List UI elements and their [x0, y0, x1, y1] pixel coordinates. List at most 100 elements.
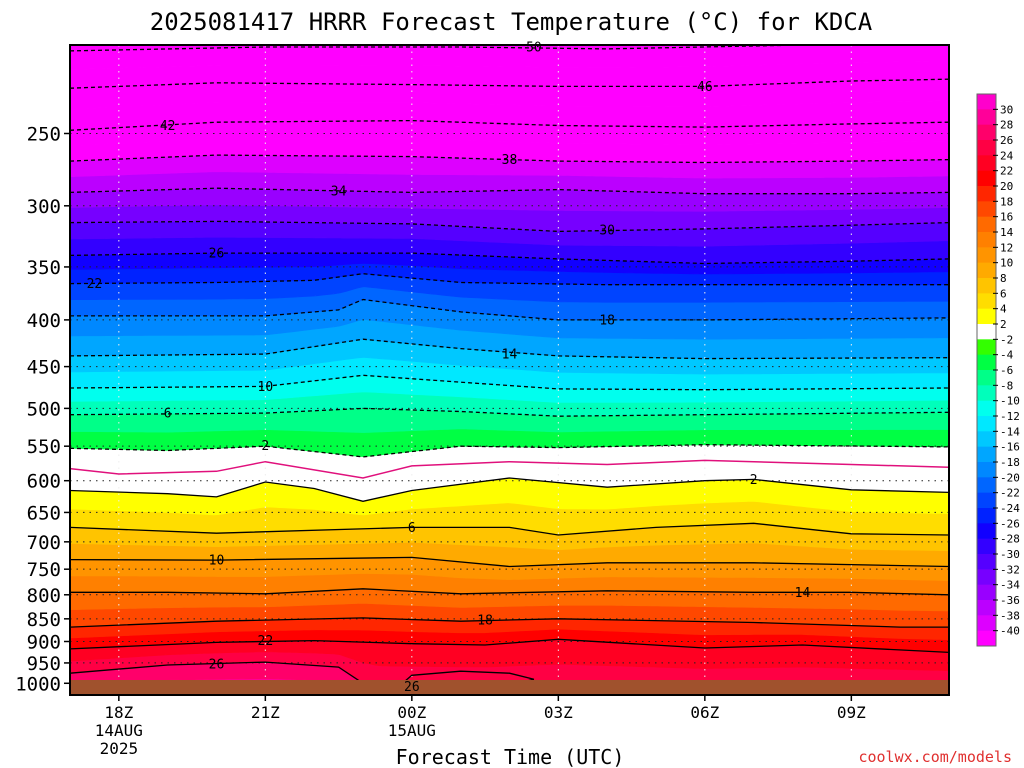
contour-19 [70, 638, 949, 654]
grid-lines [70, 45, 949, 695]
colorbar-swatch-35 [977, 630, 996, 647]
y-tick-label-15: 1000 [15, 673, 61, 695]
colorbar-label-22: -16 [1000, 441, 1020, 454]
contour-label-2: 42 [160, 119, 176, 134]
y-tick-label-13: 900 [27, 631, 61, 653]
colorbar-label-28: -28 [1000, 533, 1020, 546]
colorbar-label-32: -36 [1000, 594, 1020, 607]
y-tick-label-1: 300 [27, 196, 61, 218]
x-tick-label-3-0: 03Z [544, 703, 573, 722]
contour-9 [70, 338, 949, 360]
colorbar-swatch-11 [977, 262, 996, 279]
colorbar-label-15: -2 [1000, 333, 1013, 346]
y-axis-ticks: 2503003504004505005506006507007508008509… [15, 123, 70, 695]
colorbar-swatch-25 [977, 477, 996, 494]
contour-13 [70, 459, 949, 479]
colorbar-swatch-3 [977, 140, 996, 156]
contour-lines [70, 45, 949, 690]
contour-label-18: 18 [477, 613, 493, 628]
contour-label-7: 22 [87, 277, 103, 292]
contour-label-16: 10 [209, 554, 225, 569]
contour-label-0: 50 [526, 40, 542, 55]
y-tick-label-14: 950 [27, 653, 61, 675]
colorbar-label-14: 2 [1000, 318, 1007, 331]
x-tick-label-2-0: 00Z [397, 703, 426, 722]
colorbar-swatch-32 [977, 584, 996, 601]
y-tick-label-8: 650 [27, 502, 61, 524]
contour-18 [70, 617, 949, 628]
x-tick-label-1-0: 21Z [251, 703, 280, 722]
x-tick-label-0-1: 14AUG [95, 721, 143, 740]
colorbar-label-19: -10 [1000, 395, 1020, 408]
colorbar-swatch-28 [977, 523, 996, 540]
y-tick-label-10: 750 [27, 559, 61, 581]
plot-area [70, 45, 949, 695]
contour-17 [70, 588, 949, 596]
contour-label-3: 38 [502, 153, 518, 168]
colorbar-label-7: 16 [1000, 211, 1013, 224]
colorbar-swatch-16 [977, 339, 996, 356]
colorbar-swatch-0 [977, 94, 996, 110]
contour-label-1: 46 [697, 80, 713, 95]
contour-label-20: 26 [209, 657, 225, 672]
contour-label-6: 26 [209, 247, 225, 262]
colorbar-swatch-13 [977, 293, 996, 310]
colorbar-swatch-9 [977, 232, 996, 248]
colorbar-label-21: -14 [1000, 425, 1020, 438]
y-tick-label-12: 850 [27, 609, 61, 631]
y-tick-label-4: 450 [27, 357, 61, 379]
colorbar-label-20: -12 [1000, 410, 1020, 423]
x-tick-label-0-0: 18Z [104, 703, 133, 722]
contour-label-15: 6 [408, 521, 416, 536]
colorbar-swatch-30 [977, 554, 996, 570]
colorbar-label-34: -40 [1000, 625, 1020, 638]
colorbar-legend: 30 28 26 24 22 20 18 16 14 12 10 8 6 4 2 -2 -4 -6 -8 -10 -12… [976, 93, 1020, 647]
y-tick-label-9: 700 [27, 532, 61, 554]
x-tick-label-5-0: 09Z [837, 703, 866, 722]
x-tick-label-2-1: 15AUG [388, 721, 436, 740]
colorbar-swatch-34 [977, 615, 996, 632]
colorbar-label-23: -18 [1000, 456, 1020, 469]
contour-label-8: 18 [599, 313, 615, 328]
colorbar-swatch-17 [977, 354, 996, 371]
contour-8 [70, 298, 949, 321]
contour-label-11: 6 [164, 407, 172, 422]
temperature-bands [70, 45, 949, 695]
contour-15 [70, 522, 949, 536]
colorbar-label-9: 12 [1000, 241, 1013, 254]
colorbar-swatch-26 [977, 492, 996, 509]
y-tick-label-0: 250 [27, 123, 61, 145]
colorbar-swatch-8 [977, 216, 996, 233]
y-tick-label-2: 350 [27, 257, 61, 279]
colorbar-swatch-31 [977, 569, 996, 586]
colorbar-label-6: 18 [1000, 195, 1013, 208]
ground-strip [70, 680, 949, 695]
colorbar-swatch-2 [977, 124, 996, 141]
colorbar-label-30: -32 [1000, 563, 1020, 576]
colorbar-swatch-7 [977, 201, 996, 218]
contour-0 [70, 45, 851, 52]
colorbar-label-8: 14 [1000, 226, 1014, 239]
colorbar-label-27: -26 [1000, 517, 1020, 530]
contour-label-10: 10 [258, 380, 274, 395]
contour-label-4: 34 [331, 184, 347, 199]
contour-14 [70, 477, 949, 502]
colorbar-swatch-24 [977, 462, 996, 478]
colorbar-label-2: 26 [1000, 134, 1013, 147]
colorbar-swatch-20 [977, 400, 996, 417]
colorbar-label-16: -4 [1000, 349, 1014, 362]
colorbar-swatch-19 [977, 385, 996, 402]
contour-16 [70, 556, 949, 568]
x-tick-label-0-2: 2025 [100, 739, 139, 758]
x-axis-label: Forecast Time (UTC) [396, 745, 625, 768]
colorbar-swatch-21 [977, 416, 996, 432]
colorbar-label-0: 30 [1000, 103, 1013, 116]
y-tick-label-11: 800 [27, 585, 61, 607]
colorbar-swatch-12 [977, 278, 996, 294]
colorbar-label-24: -20 [1000, 471, 1020, 484]
colorbar-label-29: -30 [1000, 548, 1020, 561]
colorbar-swatch-22 [977, 431, 996, 448]
colorbar-label-25: -22 [1000, 487, 1020, 500]
